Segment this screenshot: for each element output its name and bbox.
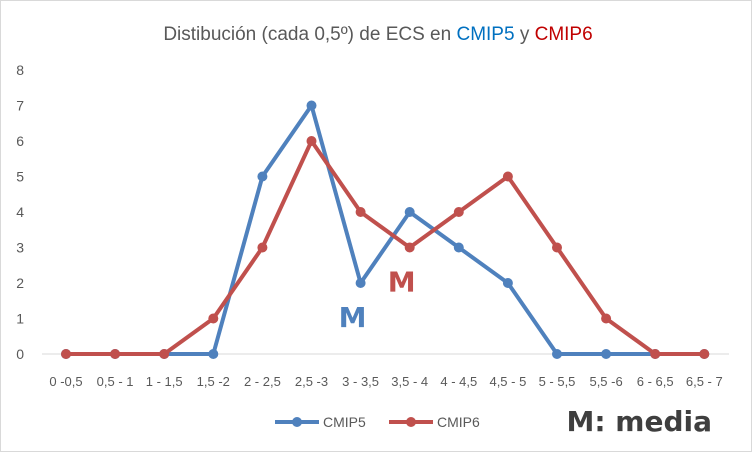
x-tick-label: 0,5 - 1 <box>97 374 134 389</box>
data-point-cmip6 <box>61 349 71 359</box>
data-point-cmip6 <box>552 242 562 253</box>
title-prefix: Distibución (cada 0,5º) de ECS en <box>163 24 456 45</box>
x-tick-label: 3,5 - 4 <box>391 374 428 389</box>
data-point-cmip5 <box>208 349 219 359</box>
x-tick-label: 4,5 - 5 <box>489 374 526 389</box>
data-point-cmip6 <box>699 349 710 359</box>
title-mid: y <box>515 24 535 45</box>
data-point-cmip6 <box>257 242 268 253</box>
legend: CMIP5 CMIP6 <box>275 414 480 430</box>
x-tick-label: 1,5 -2 <box>197 374 230 389</box>
data-point-cmip5 <box>355 278 366 288</box>
y-tick-label: 2 <box>16 275 24 291</box>
legend-label-cmip5: CMIP5 <box>323 414 366 430</box>
mean-marker-cmip5: M <box>339 301 367 334</box>
data-point-cmip5 <box>306 100 317 111</box>
series-line-cmip6 <box>66 139 705 356</box>
data-point-cmip6 <box>502 171 513 182</box>
data-point-cmip6 <box>110 349 121 359</box>
mean-marker-cmip6: M <box>388 265 416 298</box>
y-tick-label: 3 <box>16 240 24 256</box>
data-point-cmip6 <box>404 242 415 253</box>
x-tick-label: 5,5 -6 <box>589 374 622 389</box>
note-media: M: media <box>566 405 712 438</box>
series-line-cmip5 <box>66 103 705 356</box>
data-point-cmip5 <box>601 349 612 359</box>
y-tick-label: 1 <box>16 311 24 327</box>
x-tick-label: 3 - 3,5 <box>342 374 379 389</box>
x-tick-label: 6,5 - 7 <box>686 374 723 389</box>
y-tick-label: 4 <box>16 204 24 220</box>
data-point-cmip6 <box>159 349 170 359</box>
data-point-cmip6 <box>355 207 366 217</box>
data-point-cmip5 <box>453 242 464 253</box>
data-point-cmip6 <box>306 136 317 146</box>
x-tick-label: 6 - 6,5 <box>637 374 674 389</box>
data-point-cmip5 <box>552 349 562 359</box>
title-cmip6: CMIP6 <box>535 24 593 45</box>
x-tick-label: 1 - 1,5 <box>146 374 183 389</box>
x-tick-label: 2,5 -3 <box>295 374 328 389</box>
y-tick-label: 0 <box>16 346 24 362</box>
data-point-cmip6 <box>453 207 464 217</box>
x-tick-label: 5 - 5,5 <box>539 374 576 389</box>
x-tick-label: 2 - 2,5 <box>244 374 281 389</box>
y-tick-label: 7 <box>16 98 24 114</box>
x-tick-label: 0 -0,5 <box>49 374 82 389</box>
chart-title: Distibución (cada 0,5º) de ECS en CMIP5 … <box>163 24 592 45</box>
legend-label-cmip6: CMIP6 <box>437 414 480 430</box>
data-point-cmip5 <box>404 207 415 217</box>
legend-marker-cmip6 <box>406 417 416 427</box>
data-point-cmip5 <box>257 171 268 182</box>
y-tick-label: 6 <box>16 133 24 149</box>
y-tick-label: 5 <box>16 169 24 185</box>
y-tick-label: 8 <box>16 62 24 78</box>
title-cmip5: CMIP5 <box>456 24 514 45</box>
legend-marker-cmip5 <box>292 417 302 427</box>
data-point-cmip6 <box>601 313 612 324</box>
x-tick-label: 4 - 4,5 <box>440 374 477 389</box>
data-point-cmip6 <box>208 313 219 324</box>
data-point-cmip6 <box>650 349 661 359</box>
data-point-cmip5 <box>502 278 513 288</box>
